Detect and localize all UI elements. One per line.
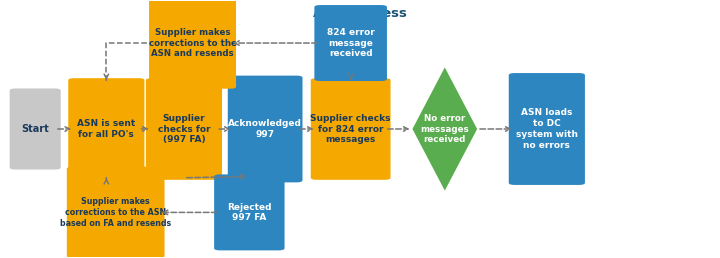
FancyBboxPatch shape	[68, 78, 145, 180]
FancyBboxPatch shape	[228, 76, 302, 182]
FancyBboxPatch shape	[149, 0, 236, 89]
Text: ASN loads
to DC
system with
no errors: ASN loads to DC system with no errors	[516, 108, 578, 150]
Text: Supplier
checks for
(997 FA): Supplier checks for (997 FA)	[158, 114, 210, 144]
Text: Rejected
997 FA: Rejected 997 FA	[227, 203, 271, 222]
FancyBboxPatch shape	[509, 73, 585, 185]
FancyBboxPatch shape	[9, 88, 60, 170]
FancyBboxPatch shape	[311, 78, 390, 180]
Polygon shape	[413, 67, 477, 191]
Text: Supplier checks
for 824 error
messages: Supplier checks for 824 error messages	[310, 114, 391, 144]
FancyBboxPatch shape	[146, 78, 222, 180]
Text: Supplier makes
corrections to the ASN
based on FA and resends: Supplier makes corrections to the ASN ba…	[60, 197, 171, 228]
Text: No error
messages
received: No error messages received	[420, 114, 469, 144]
Text: ASN Process: ASN Process	[313, 7, 407, 20]
Text: 824 error
message
received: 824 error message received	[327, 28, 374, 58]
Text: Supplier makes
corrections to the
ASN and resends: Supplier makes corrections to the ASN an…	[148, 28, 236, 58]
FancyBboxPatch shape	[67, 167, 165, 258]
Text: Acknowledged
997: Acknowledged 997	[228, 119, 302, 139]
Text: ASN is sent
for all PO's: ASN is sent for all PO's	[77, 119, 135, 139]
FancyBboxPatch shape	[315, 5, 387, 81]
FancyBboxPatch shape	[214, 174, 284, 250]
Text: Start: Start	[22, 124, 49, 134]
